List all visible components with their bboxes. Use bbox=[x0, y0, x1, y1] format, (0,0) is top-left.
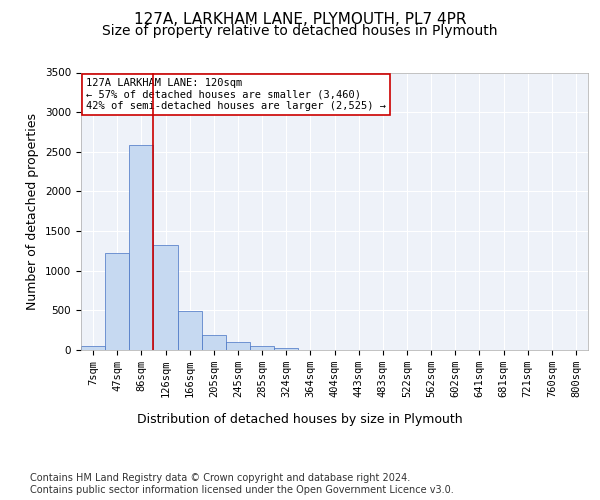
Text: Contains HM Land Registry data © Crown copyright and database right 2024.
Contai: Contains HM Land Registry data © Crown c… bbox=[30, 474, 454, 495]
Bar bbox=[129, 146, 154, 350]
Bar bbox=[250, 346, 274, 350]
Text: Size of property relative to detached houses in Plymouth: Size of property relative to detached ho… bbox=[102, 24, 498, 38]
Y-axis label: Number of detached properties: Number of detached properties bbox=[26, 113, 40, 310]
Text: 127A LARKHAM LANE: 120sqm
← 57% of detached houses are smaller (3,460)
42% of se: 127A LARKHAM LANE: 120sqm ← 57% of detac… bbox=[86, 78, 386, 112]
Bar bbox=[154, 244, 178, 350]
Bar bbox=[105, 254, 129, 350]
Bar bbox=[178, 311, 202, 350]
Bar bbox=[274, 348, 298, 350]
Text: 127A, LARKHAM LANE, PLYMOUTH, PL7 4PR: 127A, LARKHAM LANE, PLYMOUTH, PL7 4PR bbox=[134, 12, 466, 28]
Bar bbox=[202, 336, 226, 350]
Text: Distribution of detached houses by size in Plymouth: Distribution of detached houses by size … bbox=[137, 412, 463, 426]
Bar bbox=[81, 346, 105, 350]
Bar bbox=[226, 342, 250, 350]
